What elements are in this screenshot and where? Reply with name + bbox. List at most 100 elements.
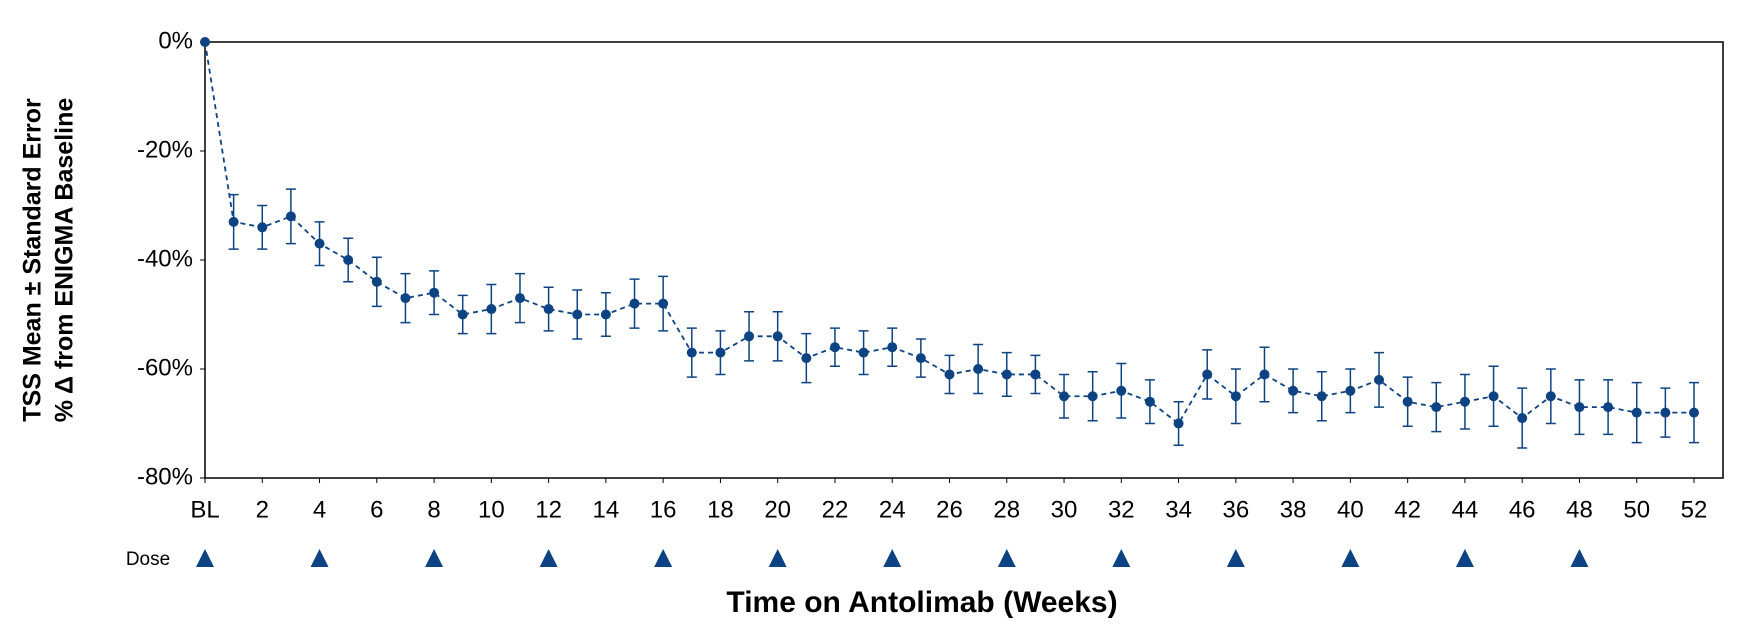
data-point <box>1574 402 1585 413</box>
data-point <box>343 255 354 265</box>
data-point <box>1459 396 1470 407</box>
x-tick-label: 44 <box>1452 496 1479 523</box>
x-tick-label: 48 <box>1566 496 1593 523</box>
y-tick-label: -80% <box>137 463 193 490</box>
data-point <box>1030 369 1041 380</box>
data-point <box>1173 418 1184 429</box>
y-tick-label: -40% <box>137 245 193 272</box>
data-point <box>1288 385 1299 396</box>
dose-label: Dose <box>126 549 170 570</box>
data-point <box>658 298 669 309</box>
x-tick-label: 6 <box>370 496 383 523</box>
data-point <box>1316 391 1327 402</box>
dose-marker <box>997 549 1016 567</box>
data-point <box>285 211 296 222</box>
data-point <box>973 364 984 374</box>
x-tick-label: 20 <box>764 496 791 523</box>
data-point <box>772 331 783 342</box>
x-tick-label: 12 <box>535 496 562 523</box>
data-point <box>228 216 239 227</box>
data-point <box>915 353 926 364</box>
y-tick-label: 0% <box>158 27 193 54</box>
data-point <box>1603 402 1614 413</box>
x-tick-label: 10 <box>478 496 505 523</box>
data-point <box>715 347 726 358</box>
x-tick-label: BL <box>190 496 219 523</box>
dose-marker <box>539 549 558 567</box>
data-point <box>486 304 497 315</box>
data-point <box>1059 391 1070 402</box>
x-tick-label: 8 <box>427 496 440 523</box>
data-point <box>514 293 525 304</box>
data-point <box>1116 385 1127 396</box>
x-tick-label: 34 <box>1165 496 1192 523</box>
plot-frame <box>204 41 1724 479</box>
x-tick-label: 24 <box>879 496 906 523</box>
data-point <box>1488 391 1499 402</box>
data-point <box>257 222 268 233</box>
x-tick-label: 18 <box>707 496 734 523</box>
data-point <box>1259 369 1270 380</box>
data-point <box>429 287 440 298</box>
data-point <box>887 342 898 353</box>
x-tick-label: 16 <box>650 496 677 523</box>
data-point <box>1431 402 1442 413</box>
data-point <box>1631 407 1642 418</box>
y-axis-title: % Δ from ENIGMA Baseline <box>51 98 79 423</box>
data-point <box>1001 369 1012 380</box>
x-tick-label: 38 <box>1280 496 1307 523</box>
data-point <box>1230 391 1241 402</box>
data-point <box>744 331 755 342</box>
x-tick-label: 50 <box>1623 496 1650 523</box>
x-tick-label: 4 <box>313 496 326 523</box>
x-tick-label: 30 <box>1051 496 1078 523</box>
data-point <box>858 347 869 358</box>
dose-marker <box>1570 549 1589 567</box>
data-point <box>457 309 468 320</box>
data-point <box>314 238 325 249</box>
data-point <box>600 309 611 320</box>
x-tick-label: 14 <box>593 496 620 523</box>
dose-marker <box>768 549 787 567</box>
dose-marker <box>654 549 673 567</box>
data-point <box>1202 369 1213 380</box>
data-point <box>1345 385 1356 396</box>
data-point <box>1144 396 1155 407</box>
x-tick-label: 26 <box>936 496 963 523</box>
data-point <box>1689 407 1699 418</box>
data-point <box>1517 413 1528 424</box>
data-point <box>200 37 210 47</box>
data-point <box>1545 391 1556 402</box>
data-point <box>543 304 554 315</box>
data-point <box>371 276 382 287</box>
y-tick-label: -20% <box>137 136 193 163</box>
x-axis-title: Time on Antolimab (Weeks) <box>726 586 1117 619</box>
data-point <box>1402 396 1413 407</box>
data-point <box>400 293 411 304</box>
x-tick-label: 40 <box>1337 496 1364 523</box>
dose-marker <box>1226 549 1245 567</box>
dose-marker <box>1341 549 1360 567</box>
data-point <box>1660 407 1671 418</box>
x-tick-label: 52 <box>1681 496 1708 523</box>
dose-marker <box>883 549 902 567</box>
data-point <box>1087 391 1098 402</box>
data-point <box>686 347 697 358</box>
x-tick-label: 32 <box>1108 496 1135 523</box>
data-point <box>829 342 840 353</box>
x-tick-label: 28 <box>993 496 1020 523</box>
dose-marker <box>1455 549 1474 567</box>
data-point <box>801 353 812 364</box>
x-tick-label: 22 <box>822 496 849 523</box>
x-tick-label: 46 <box>1509 496 1536 523</box>
y-axis-title: TSS Mean ± Standard Error <box>19 98 47 422</box>
x-tick-label: 2 <box>256 496 269 523</box>
x-tick-label: 36 <box>1222 496 1249 523</box>
dose-marker <box>310 549 329 567</box>
data-point <box>572 309 583 320</box>
dose-marker <box>1112 549 1131 567</box>
x-tick-label: 42 <box>1394 496 1421 523</box>
data-point <box>944 369 955 380</box>
dose-marker <box>196 549 214 567</box>
